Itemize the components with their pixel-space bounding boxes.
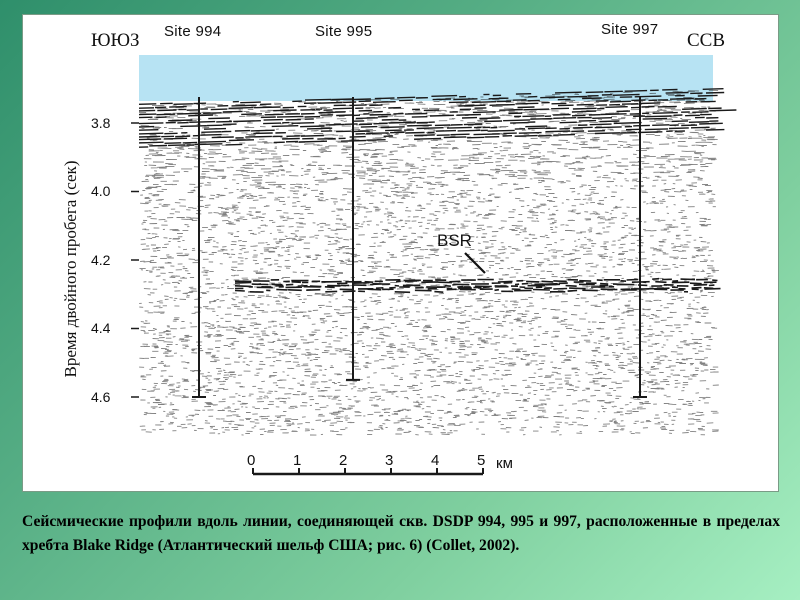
y-axis-ticks (131, 122, 139, 398)
y-tick-label: 4.4 (91, 320, 111, 336)
site-label-997: Site 997 (601, 21, 659, 38)
direction-right-label: ССВ (687, 30, 726, 51)
scale-tick-label: 3 (385, 452, 394, 469)
y-tick-label: 3.8 (91, 115, 111, 131)
seismic-reflections (138, 88, 737, 436)
bsr-pointer (464, 252, 486, 274)
seismic-profile (131, 55, 737, 476)
site-boreholes (192, 97, 647, 398)
y-tick-label: 4.2 (91, 252, 111, 268)
y-axis-title: Время двойного пробега (сек) (61, 160, 80, 378)
bsr-reflection (234, 277, 721, 294)
scale-tick-label: 4 (431, 452, 440, 469)
scale-tick-label: 2 (339, 452, 348, 469)
scale-bar (252, 468, 484, 476)
scale-tick-label: 1 (293, 452, 302, 469)
scale-tick-label: 0 (247, 452, 256, 469)
figure-caption: Сейсмические профили вдоль линии, соедин… (22, 513, 780, 554)
water-column (139, 55, 713, 101)
bsr-label: BSR (437, 231, 472, 250)
seismic-figure: ЮЮЗ ССВ Site 994 Site 995 Site 997 3.8 4… (22, 14, 779, 492)
reflection-speckle (138, 89, 722, 436)
seafloor-reflectors (138, 88, 737, 148)
scale-tick-label: 5 (477, 452, 486, 469)
bsr-reflector (234, 277, 721, 294)
y-tick-label: 4.6 (91, 389, 111, 405)
site-label-995: Site 995 (315, 23, 373, 40)
scale-unit-label: км (496, 455, 513, 472)
direction-left-label: ЮЮЗ (91, 30, 140, 51)
y-tick-label: 4.0 (91, 183, 111, 199)
site-label-994: Site 994 (164, 23, 222, 40)
